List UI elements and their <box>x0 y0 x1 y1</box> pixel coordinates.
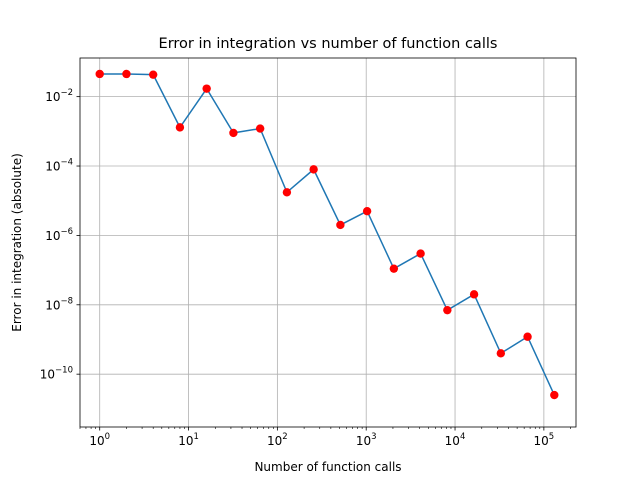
x-tick-label: 101 <box>178 432 199 448</box>
data-point-13 <box>416 249 425 258</box>
plot-frame <box>79 57 577 428</box>
x-tick-label: 103 <box>356 432 377 448</box>
data-point-10 <box>336 220 345 230</box>
data-point-6 <box>229 128 238 138</box>
data-point-12 <box>389 264 399 273</box>
plot-series <box>95 69 559 400</box>
y-tick-label: 10−8 <box>45 296 73 312</box>
y-tick-label: 10−2 <box>45 88 73 104</box>
y-tick-label: 10−6 <box>45 227 73 243</box>
grid <box>80 58 576 427</box>
data-point-2 <box>122 69 131 79</box>
data-point-5 <box>202 84 211 93</box>
data-point-1 <box>95 69 104 79</box>
data-point-9 <box>309 165 318 174</box>
data-point-8 <box>282 188 292 197</box>
data-point-16 <box>496 349 506 358</box>
data-point-15 <box>469 290 479 299</box>
axis-ticks: 100 101 102 103 104 105 10−10 10−8 10−6 10−4 10−2 <box>40 88 571 448</box>
data-point-7 <box>255 124 265 133</box>
data-point-14 <box>443 305 452 315</box>
x-tick-label: 105 <box>534 432 555 448</box>
x-tick-label: 100 <box>89 432 110 448</box>
data-point-11 <box>362 206 372 216</box>
data-point-18 <box>550 390 559 400</box>
y-tick-label: 10−4 <box>45 158 73 174</box>
x-tick-label: 104 <box>445 432 466 448</box>
data-point-3 <box>148 70 158 79</box>
y-axis-label: Error in integration (absolute) <box>10 153 24 332</box>
x-axis-label: Number of function calls <box>254 460 401 474</box>
chart-title: Error in integration vs number of functi… <box>159 36 498 52</box>
x-tick-label: 102 <box>267 432 288 448</box>
series-line <box>99 73 555 396</box>
data-point-4 <box>175 123 185 132</box>
data-point-17 <box>523 332 532 341</box>
y-tick-label: 10−10 <box>40 366 73 382</box>
